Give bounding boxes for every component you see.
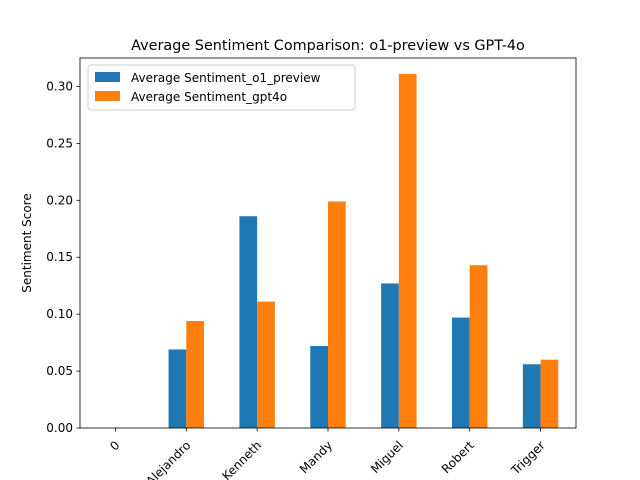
x-tick-label-robert: Robert bbox=[439, 438, 477, 476]
legend-label-series-1: Average Sentiment_o1_preview bbox=[131, 71, 321, 85]
legend-label-series-2: Average Sentiment_gpt4o bbox=[131, 90, 287, 104]
y-tick-label: 0.30 bbox=[46, 79, 73, 93]
bar-kenneth-series-2 bbox=[257, 301, 275, 428]
bar-trigger-series-1 bbox=[522, 364, 541, 428]
bar-kenneth-series-1 bbox=[239, 216, 258, 428]
bar-robert-series-1 bbox=[452, 317, 470, 428]
x-tick-label-mandy: Mandy bbox=[297, 438, 335, 476]
bar-miguel-series-1 bbox=[381, 283, 399, 428]
bar-alejandro-series-2 bbox=[186, 320, 204, 428]
x-tick-label-alejandro: Alejandro bbox=[143, 438, 193, 480]
x-tick-label-0: 0 bbox=[107, 438, 122, 453]
legend-swatch-series-2 bbox=[95, 91, 120, 101]
bar-trigger-series-2 bbox=[540, 359, 559, 428]
bar-mandy-series-2 bbox=[328, 201, 346, 428]
x-tick-label-trigger: Trigger bbox=[508, 438, 548, 478]
chart-title: Average Sentiment Comparison: o1-preview… bbox=[131, 38, 525, 54]
legend: Average Sentiment_o1_preview Average Sent… bbox=[87, 64, 356, 111]
x-tick-label-miguel: Miguel bbox=[368, 438, 406, 476]
x-axis-ticks: 0 Alejandro Kenneth Mandy Miguel Robert Trigge… bbox=[107, 428, 548, 480]
bars-group bbox=[168, 73, 559, 428]
y-tick-label: 0.20 bbox=[46, 193, 73, 207]
y-tick-label: 0.15 bbox=[46, 250, 73, 264]
y-tick-label: 0.05 bbox=[46, 364, 73, 378]
bar-robert-series-2 bbox=[469, 265, 488, 428]
bar-miguel-series-2 bbox=[398, 73, 417, 428]
y-tick-label: 0.25 bbox=[46, 136, 73, 150]
bar-mandy-series-1 bbox=[310, 346, 328, 428]
y-axis-ticks: 0.00 0.05 0.10 0.15 0.20 0.25 0.30 bbox=[46, 79, 80, 435]
legend-swatch-series-1 bbox=[95, 72, 120, 82]
y-tick-label: 0.10 bbox=[46, 307, 73, 321]
y-tick-label: 0.00 bbox=[46, 421, 73, 435]
legend-box bbox=[87, 64, 356, 111]
x-tick-label-kenneth: Kenneth bbox=[219, 438, 264, 480]
bar-alejandro-series-1 bbox=[168, 349, 187, 428]
plot-frame bbox=[79, 57, 577, 429]
y-axis-label: Sentiment Score bbox=[20, 193, 34, 292]
